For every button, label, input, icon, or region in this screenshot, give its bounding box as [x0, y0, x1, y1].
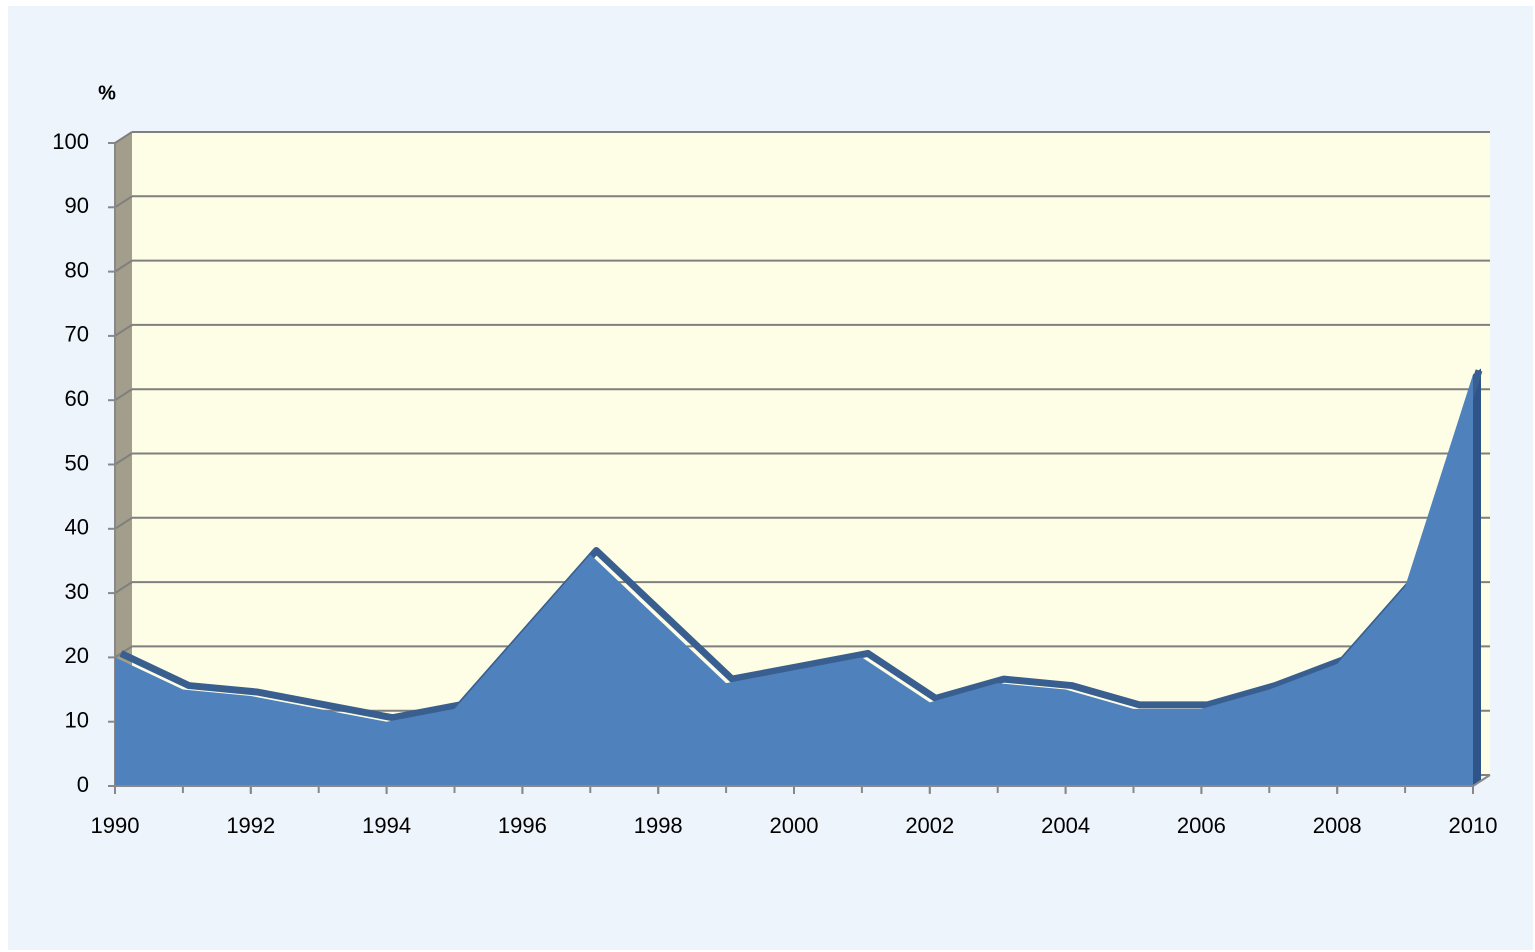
grid-line-side: [114, 195, 133, 209]
y-tick-label: 100: [52, 129, 89, 154]
x-tick-label: 1992: [226, 813, 275, 838]
x-tick-label: 1998: [634, 813, 683, 838]
grid-line-side: [114, 259, 133, 273]
x-tick-label: 1990: [91, 813, 140, 838]
area: [115, 374, 1473, 786]
area-side: [1473, 368, 1481, 786]
y-tick-label: 50: [65, 450, 89, 475]
y-tick-label: 0: [77, 772, 89, 797]
y-tick-label: 90: [65, 193, 89, 218]
grid-line-side: [114, 131, 133, 144]
grid-line-side: [114, 324, 133, 337]
x-tick-label: 1996: [498, 813, 547, 838]
x-tick-label: 2008: [1313, 813, 1362, 838]
y-tick-label: 20: [65, 643, 89, 668]
y-tick-label: 60: [65, 386, 89, 411]
y-tick-label: 40: [65, 515, 89, 540]
x-tick-label: 2000: [770, 813, 819, 838]
y-tick-label: 80: [65, 257, 89, 282]
y-tick-label: 10: [65, 708, 89, 733]
y-tick-label: 70: [65, 322, 89, 347]
grid-line-side: [114, 388, 133, 402]
x-axis-end: [1472, 774, 1491, 787]
grid-line-side: [114, 452, 133, 466]
y-tick-label: 30: [65, 579, 89, 604]
x-tick-label: 2002: [905, 813, 954, 838]
y-axis-label: %: [98, 82, 116, 104]
x-tick-label: 1994: [362, 813, 411, 838]
x-tick-label: 2010: [1449, 813, 1498, 838]
area-top-shade: [119, 369, 1483, 722]
x-tick-label: 2004: [1041, 813, 1090, 838]
x-tick-label: 2006: [1177, 813, 1226, 838]
grid-line-side: [114, 516, 133, 530]
grid-line-side: [114, 581, 133, 594]
